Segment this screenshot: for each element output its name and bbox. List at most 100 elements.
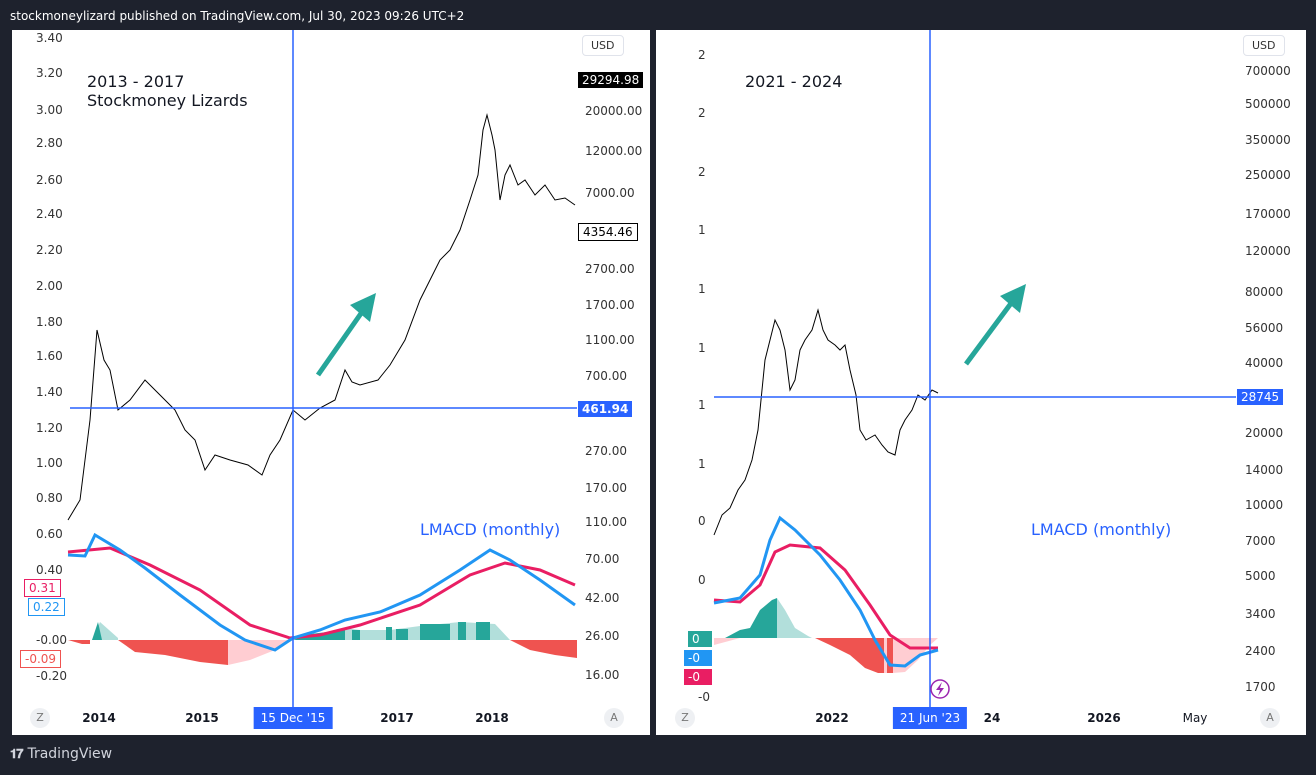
price-tick-label: 120000 [1245, 244, 1291, 258]
price-tick-label: 42.00 [585, 591, 620, 605]
axis-tick-label: -0.20 [36, 669, 68, 683]
right-auto-scale-button[interactable]: A [1260, 708, 1280, 728]
right-price-line [713, 308, 939, 536]
price-tick-label: 700.00 [585, 369, 627, 383]
price-tick-label: 70.00 [585, 552, 620, 566]
right-crosshair-price-badge: 28745 [1237, 389, 1284, 405]
price-tick-label: 2400 [1245, 644, 1276, 658]
axis-tick-label: 0.40 [36, 563, 63, 577]
axis-tick-label: 1.60 [36, 349, 63, 363]
right-macd-badge: -0 [684, 650, 712, 666]
date-tick-label: 2026 [1087, 711, 1121, 725]
left-price-line [67, 113, 576, 521]
axis-tick-label: 2.40 [36, 207, 63, 221]
axis-tick-label: 2 [698, 165, 706, 179]
axis-tick-label: 3.20 [36, 66, 63, 80]
price-tick-label: 14000 [1245, 463, 1284, 477]
price-tick-label: 20000 [1245, 426, 1284, 440]
date-tick-label: 2014 [82, 711, 116, 725]
hist-bar-neg [118, 640, 228, 665]
axis-tick-label: 1.80 [36, 315, 63, 329]
price-tick-label: 170000 [1245, 207, 1291, 221]
right-hist-pos-light [777, 598, 812, 638]
date-tick-label: 2017 [380, 711, 414, 725]
axis-tick-label: 0.60 [36, 527, 63, 541]
price-tick-label: 350000 [1245, 133, 1291, 147]
price-tick-label: 56000 [1245, 321, 1284, 335]
left-hist-badge: -0.09 [20, 650, 62, 668]
right-signal-badge: -0 [684, 669, 712, 685]
trend-arrow-left [315, 293, 376, 377]
date-tick-label: 2018 [475, 711, 509, 725]
axis-tick-label: 3.00 [36, 103, 63, 117]
axis-tick-label: 2 [698, 48, 706, 62]
axis-tick-label: 3.40 [36, 31, 63, 45]
price-tick-label: 16.00 [585, 668, 620, 682]
left-marker-price-badge: 4354.46 [578, 223, 638, 241]
axis-tick-label: 1.40 [36, 385, 63, 399]
axis-tick-label: 1 [698, 398, 706, 412]
right-hist-neg-light [714, 638, 740, 645]
axis-tick-label: 1.00 [36, 456, 63, 470]
left-auto-scale-button[interactable]: A [604, 708, 624, 728]
left-macd-badge: 0.22 [28, 598, 65, 616]
axis-tick-label: 0 [698, 573, 706, 587]
price-tick-label: 5000 [1245, 569, 1276, 583]
price-tick-label: 40000 [1245, 356, 1284, 370]
right-zoom-button[interactable]: Z [675, 708, 695, 728]
title-years: 2013 - 2017 [87, 72, 185, 91]
price-tick-label: 2700.00 [585, 262, 635, 276]
price-tick-label: 80000 [1245, 285, 1284, 299]
hist-bar-neg [68, 640, 90, 644]
left-zoom-button[interactable]: Z [30, 708, 50, 728]
chart-panel-left[interactable] [12, 30, 650, 735]
right-hist-badge: 0 [688, 631, 712, 647]
price-tick-label: 26.00 [585, 629, 620, 643]
tradingview-logo-icon: 𝟏𝟕 [10, 746, 24, 762]
right-indicator-label: LMACD (monthly) [1031, 520, 1172, 539]
left-crosshair-price-badge: 461.94 [578, 401, 633, 417]
right-hist-neg [815, 638, 893, 673]
price-tick-label: 20000.00 [585, 104, 643, 118]
price-tick-label: 1700 [1245, 680, 1276, 694]
price-tick-label: 270.00 [585, 444, 627, 458]
price-tick-label: 1100.00 [585, 333, 635, 347]
left-chart-title: 2013 - 2017 Stockmoney Lizards [87, 72, 248, 110]
price-tick-label: 7000.00 [585, 186, 635, 200]
axis-tick-label: 0 [698, 514, 706, 528]
right-signal-line [713, 543, 938, 650]
right-hist-pos [725, 598, 777, 638]
date-tick-label: 2015 [185, 711, 219, 725]
hist-bars-pos [352, 622, 490, 640]
price-tick-label: 1700.00 [585, 298, 635, 312]
left-last-price-badge: 29294.98 [578, 72, 644, 88]
left-currency-button[interactable]: USD [582, 35, 624, 56]
axis-tick-label: 1 [698, 341, 706, 355]
title-author: Stockmoney Lizards [87, 91, 248, 110]
tradingview-footer[interactable]: 𝟏𝟕 TradingView [10, 746, 112, 762]
hist-bar-neg [228, 640, 293, 665]
left-signal-badge: 0.31 [24, 579, 61, 597]
right-hist-neg-light [893, 638, 938, 673]
lightning-icon [930, 679, 950, 699]
left-crosshair-date: 15 Dec '15 [253, 707, 333, 729]
price-tick-label: 3400 [1245, 607, 1276, 621]
axis-tick-label: 2 [698, 106, 706, 120]
price-tick-label: 7000 [1245, 534, 1276, 548]
date-tick-label: May [1182, 711, 1208, 725]
price-tick-label: 170.00 [585, 481, 627, 495]
date-tick-label: 2022 [815, 711, 849, 725]
right-chart-title: 2021 - 2024 [745, 72, 843, 91]
left-signal-line [67, 546, 576, 640]
right-currency-button[interactable]: USD [1243, 35, 1285, 56]
price-tick-label: 110.00 [585, 515, 627, 529]
axis-tick-label: 1 [698, 457, 706, 471]
hist-bar-neg [510, 640, 577, 658]
right-crosshair-date: 21 Jun '23 [892, 707, 968, 729]
brand-name: TradingView [27, 746, 113, 762]
axis-tick-label: 2.20 [36, 243, 63, 257]
axis-tick-label: 0.80 [36, 491, 63, 505]
price-tick-label: 10000 [1245, 498, 1284, 512]
hist-bar-pos [92, 622, 102, 640]
price-tick-label: 700000 [1245, 64, 1291, 78]
